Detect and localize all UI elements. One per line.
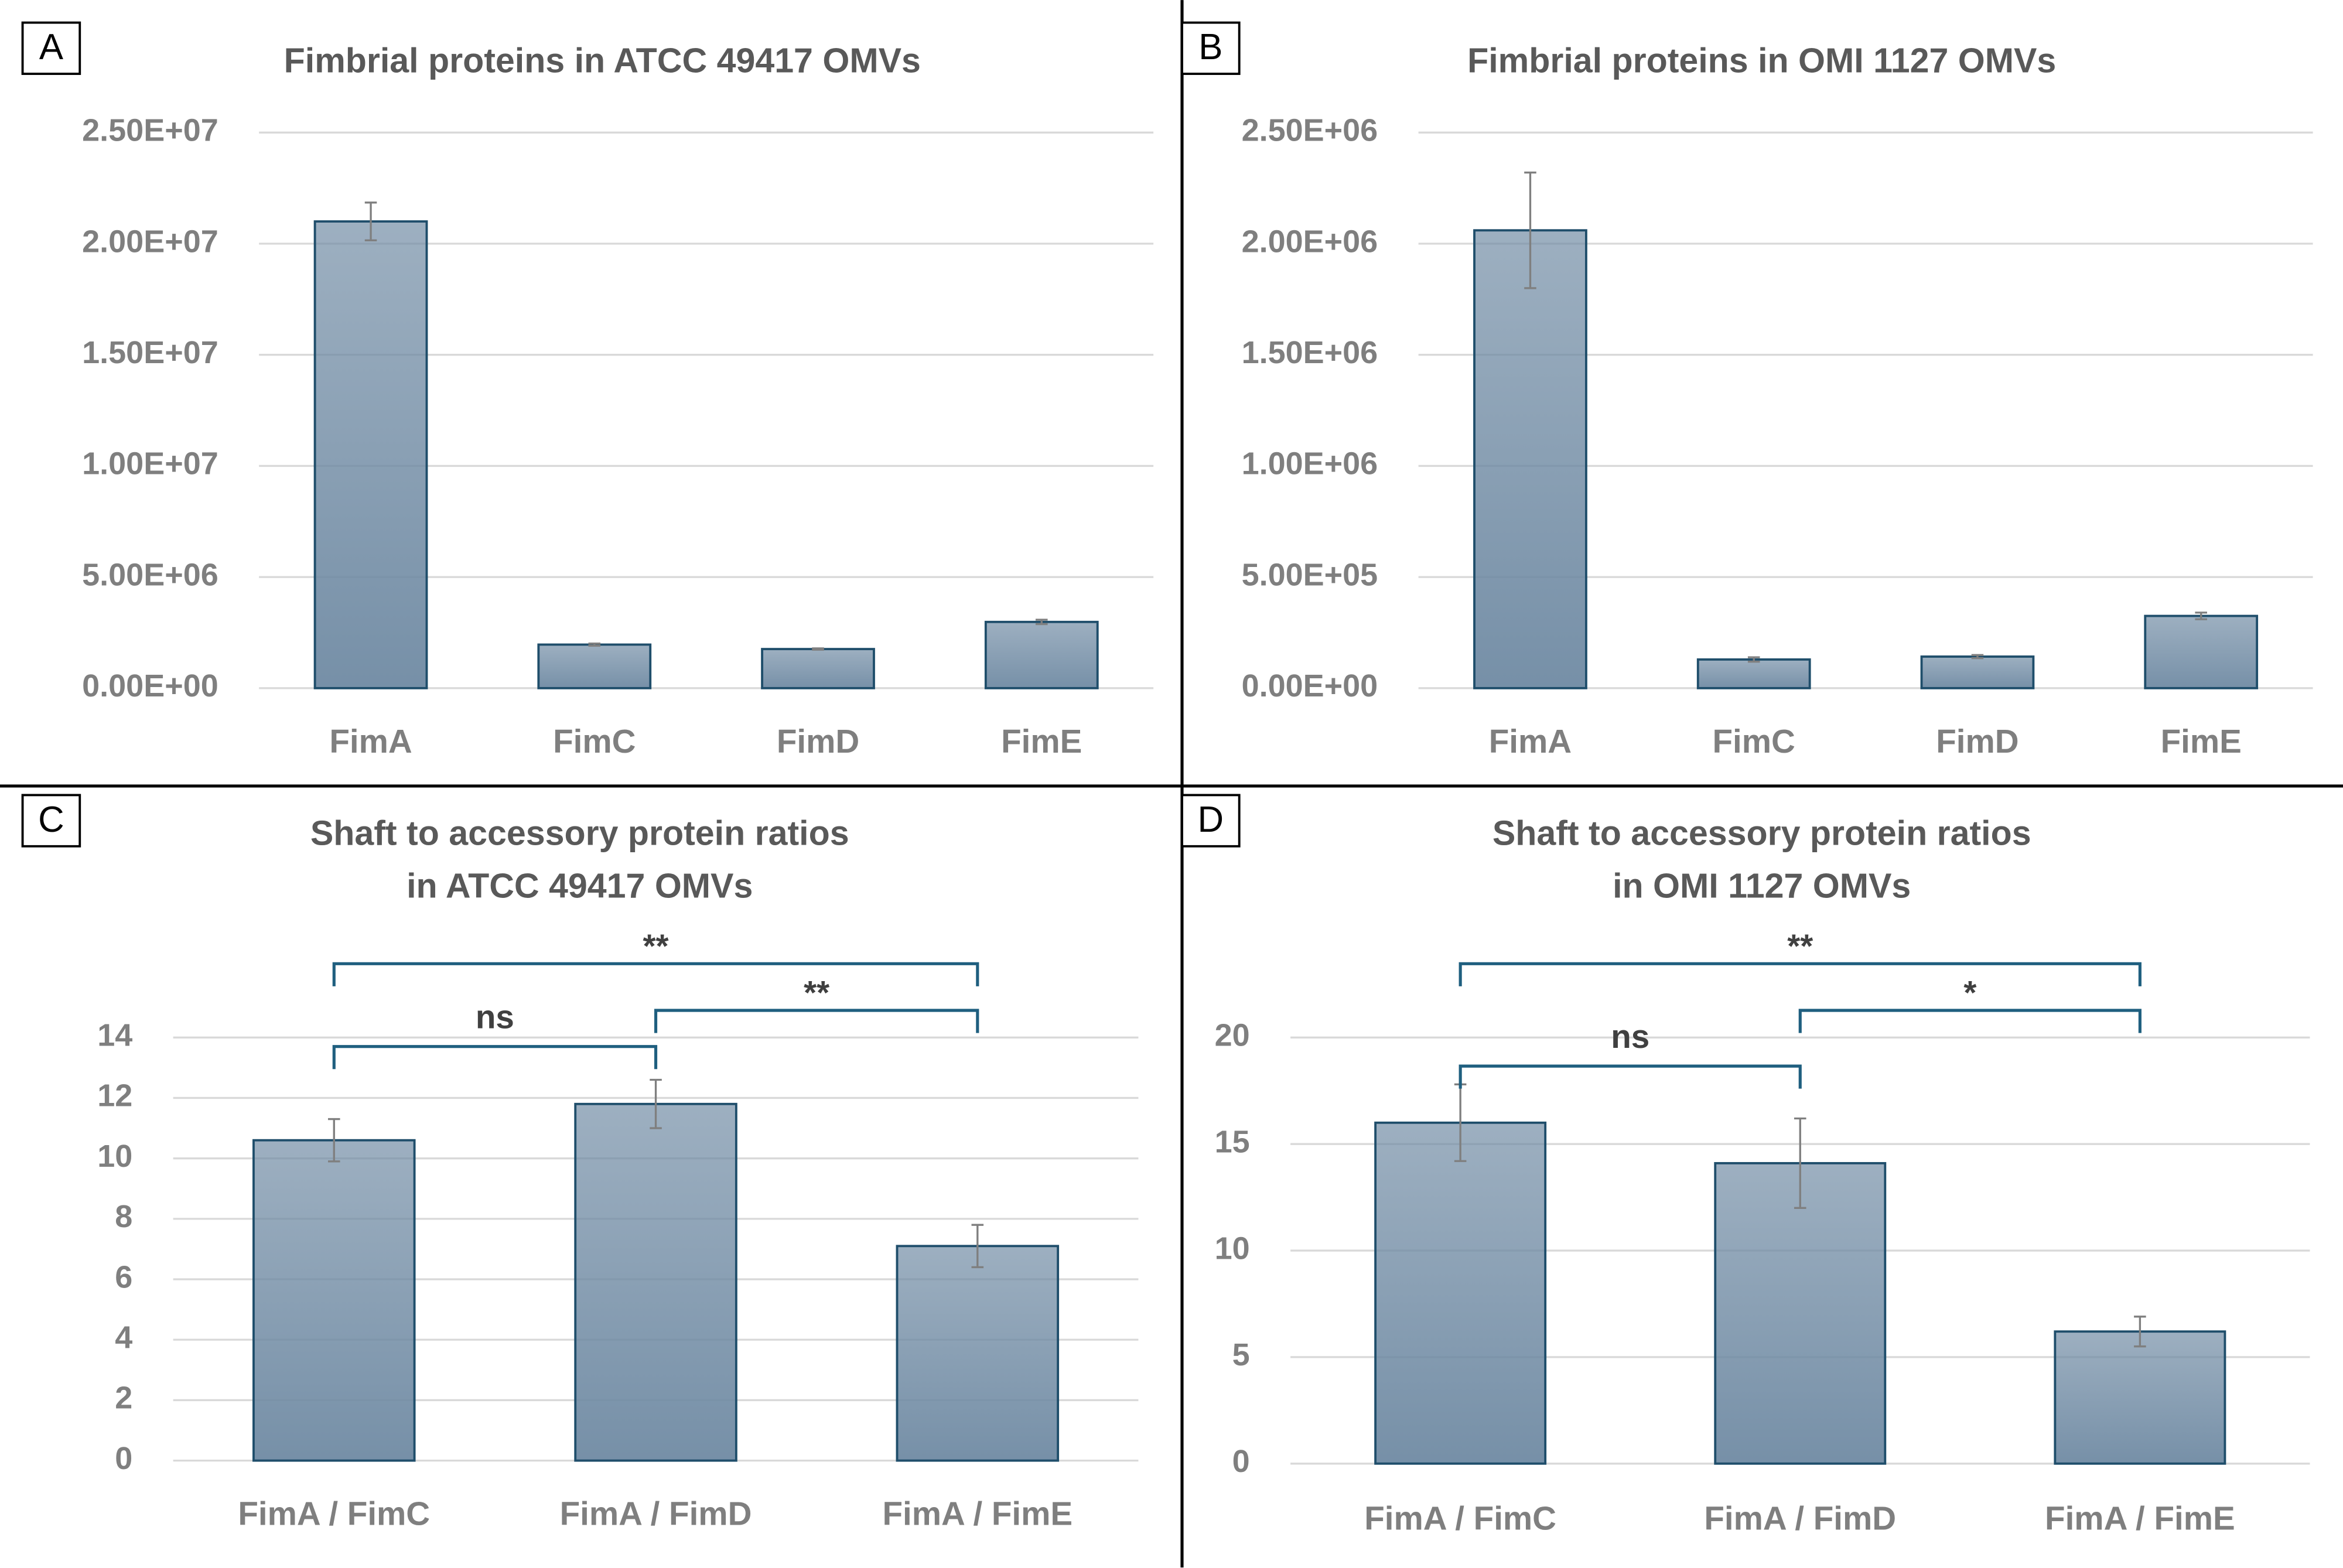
x-tick-label: FimA / FimE: [2045, 1499, 2235, 1536]
x-tick-label: FimC: [553, 723, 636, 760]
bar: [1374, 1121, 1547, 1465]
y-tick-label: 2.00E+07: [82, 224, 218, 259]
significance-label: ns: [1611, 1018, 1649, 1055]
y-tick-label: 15: [1215, 1124, 1250, 1159]
x-tick-label: FimE: [2161, 723, 2242, 760]
bar: [1714, 1162, 1887, 1465]
y-tick-label: 4: [115, 1320, 132, 1355]
significance-bracket: [1459, 1064, 1802, 1089]
bar: [313, 220, 428, 689]
error-bar: [364, 201, 377, 241]
y-tick-label: 10: [1215, 1231, 1250, 1266]
x-tick-label: FimA: [1489, 723, 1572, 760]
error-bar: [1747, 656, 1760, 663]
y-tick-label: 5: [1232, 1337, 1250, 1372]
x-tick-label: FimA / FimD: [1704, 1499, 1896, 1536]
chart-title: Shaft to accessory protein ratios: [310, 813, 849, 852]
panel-label-box: [21, 794, 81, 848]
bar: [761, 648, 875, 689]
error-bar: [971, 1224, 984, 1269]
y-tick-label: 0.00E+00: [1242, 668, 1378, 703]
y-tick-label: 1.50E+06: [1242, 335, 1378, 370]
error-bar: [812, 647, 824, 651]
y-tick-label: 2: [115, 1381, 132, 1416]
y-tick-label: 14: [97, 1018, 132, 1053]
y-tick-label: 6: [115, 1259, 132, 1294]
significance-label: ns: [476, 998, 514, 1035]
x-tick-label: FimA: [329, 723, 412, 760]
chart-title: in OMI 1127 OMVs: [1613, 866, 1911, 905]
bar: [574, 1102, 737, 1462]
y-tick-label: 8: [115, 1199, 132, 1234]
chart-title: Fimbrial proteins in ATCC 49417 OMVs: [284, 41, 921, 80]
bar: [1473, 229, 1587, 689]
bar: [1696, 658, 1811, 689]
x-tick-label: FimC: [1713, 723, 1795, 760]
panel-label: B: [1198, 27, 1222, 67]
y-tick-label: 5.00E+05: [1242, 557, 1378, 592]
x-tick-label: FimA / FimE: [882, 1495, 1073, 1532]
bar: [2144, 614, 2259, 689]
significance-label: **: [1787, 928, 1813, 965]
bar: [2054, 1330, 2226, 1465]
y-tick-label: 12: [97, 1078, 132, 1113]
significance-label: **: [804, 974, 829, 1011]
error-bar: [588, 642, 601, 647]
x-tick-label: FimE: [1001, 723, 1082, 760]
bar: [252, 1139, 416, 1462]
error-bar: [1794, 1117, 1806, 1209]
error-bar: [650, 1078, 662, 1129]
y-tick-label: 0: [1232, 1444, 1250, 1479]
bar: [896, 1245, 1060, 1462]
y-tick-label: 2.50E+07: [82, 113, 218, 148]
y-tick-label: 20: [1215, 1018, 1250, 1053]
y-tick-label: 2.50E+06: [1242, 113, 1378, 148]
error-bar: [2134, 1316, 2146, 1348]
y-tick-label: 5.00E+06: [82, 557, 218, 592]
y-tick-label: 1.50E+07: [82, 335, 218, 370]
panel-label-box: [1181, 21, 1241, 75]
chart-title: Fimbrial proteins in OMI 1127 OMVs: [1467, 41, 2056, 80]
panel-label: C: [38, 800, 64, 840]
bar: [984, 620, 1099, 689]
significance-bracket: [332, 1045, 658, 1070]
panel-label-box: [1181, 794, 1241, 848]
y-tick-label: 10: [97, 1139, 132, 1174]
x-tick-label: FimA / FimC: [1364, 1499, 1556, 1536]
y-tick-label: 0.00E+00: [82, 668, 218, 703]
panel-label: D: [1198, 800, 1224, 840]
error-bar: [327, 1118, 340, 1163]
y-tick-label: 1.00E+07: [82, 446, 218, 481]
x-tick-label: FimD: [1936, 723, 2018, 760]
bar: [1920, 655, 2035, 689]
x-tick-label: FimA / FimC: [238, 1495, 430, 1532]
significance-bracket: [1798, 1009, 2142, 1033]
x-tick-label: FimD: [777, 723, 859, 760]
y-tick-label: 2.00E+06: [1242, 224, 1378, 259]
panel-label-box: [21, 21, 81, 75]
error-bar: [1524, 171, 1536, 289]
chart-title: in ATCC 49417 OMVs: [407, 866, 753, 905]
significance-bracket: [332, 962, 979, 986]
panel-label: A: [39, 27, 64, 67]
significance-bracket: [1459, 962, 2142, 986]
error-bar: [2195, 612, 2207, 620]
error-bar: [1971, 654, 1984, 660]
significance-bracket: [654, 1009, 979, 1033]
y-tick-label: 0: [115, 1441, 132, 1476]
x-tick-label: FimA / FimD: [560, 1495, 752, 1532]
error-bar: [1035, 619, 1048, 626]
chart-title: Shaft to accessory protein ratios: [1492, 813, 2031, 852]
significance-label: **: [643, 928, 669, 965]
y-tick-label: 1.00E+06: [1242, 446, 1378, 481]
significance-label: *: [1963, 974, 1976, 1011]
bar: [537, 643, 652, 689]
